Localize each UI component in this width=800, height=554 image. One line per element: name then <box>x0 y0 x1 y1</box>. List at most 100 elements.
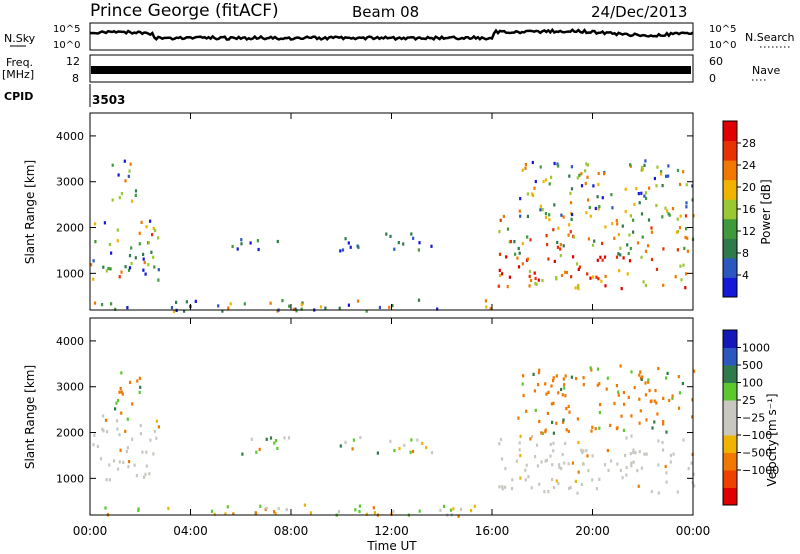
nsky-trace <box>89 27 694 42</box>
data-cell <box>277 506 280 511</box>
data-cell <box>624 187 627 191</box>
nsearch-tick-top: 10^5 <box>709 24 736 35</box>
data-cell <box>288 304 291 308</box>
data-cell <box>574 286 577 290</box>
data-cell <box>508 240 511 244</box>
data-cell <box>378 305 381 310</box>
data-cell <box>571 212 574 217</box>
data-cell <box>498 268 501 272</box>
data-cell <box>524 166 527 170</box>
data-cell <box>300 307 303 311</box>
data-cell <box>540 431 543 435</box>
data-cell <box>645 418 648 422</box>
data-cell <box>629 214 632 218</box>
data-cell <box>575 262 579 266</box>
power-colorbar-tick-label: 28 <box>742 137 756 150</box>
x-axis-label: Time UT <box>366 539 417 553</box>
data-cell <box>172 309 176 314</box>
data-cell <box>548 213 551 217</box>
data-cell <box>661 184 664 188</box>
data-cell <box>117 467 120 471</box>
data-cell <box>589 214 592 218</box>
power-colorbar-segment <box>723 277 737 298</box>
data-cell <box>416 438 419 442</box>
data-cell <box>232 512 235 516</box>
data-cell <box>563 386 566 390</box>
data-cell <box>287 436 291 440</box>
data-cell <box>551 478 554 482</box>
data-cell <box>656 412 659 416</box>
data-cell <box>606 448 609 453</box>
data-cell <box>518 441 521 445</box>
power-colorbar-segment <box>723 257 737 278</box>
data-cell <box>418 509 421 513</box>
data-cell <box>622 256 625 260</box>
data-cell <box>653 399 656 403</box>
data-cell <box>671 207 675 211</box>
data-cell <box>629 246 632 251</box>
data-cell <box>672 452 675 456</box>
data-cell <box>133 463 136 467</box>
data-cell <box>125 449 128 454</box>
data-cell <box>577 267 580 271</box>
data-cell <box>667 174 670 178</box>
data-cell <box>552 379 555 383</box>
data-cell <box>543 490 546 494</box>
data-cell <box>236 247 239 251</box>
data-cell <box>563 461 566 465</box>
data-cell <box>684 286 687 290</box>
data-cell <box>644 191 648 195</box>
data-cell <box>665 430 668 434</box>
data-cell <box>644 249 648 253</box>
data-cell <box>630 434 633 438</box>
data-cell <box>585 211 588 215</box>
data-cell <box>601 196 604 200</box>
data-cell <box>556 240 559 245</box>
velocity-colorbar-tick-label: −25 <box>742 412 765 425</box>
data-cell <box>504 485 507 489</box>
data-cell <box>611 206 614 210</box>
y-tick-label: 3000 <box>56 381 84 394</box>
data-cell <box>259 504 262 508</box>
data-cell <box>93 433 96 437</box>
data-cell <box>528 284 531 288</box>
nsky-tick-bottom: 10^0 <box>53 40 80 51</box>
power-colorbar-tick-label: 24 <box>742 159 756 172</box>
freq-label-2: [MHz] <box>2 68 34 81</box>
data-cell <box>647 218 651 222</box>
data-cell <box>544 430 547 434</box>
data-cell <box>555 374 558 378</box>
data-cell <box>344 237 347 241</box>
data-cell <box>547 257 550 261</box>
data-cell <box>541 208 544 212</box>
data-cell <box>562 244 565 248</box>
power-colorbar-label: Power [dB] <box>759 179 773 244</box>
velocity-panel <box>89 317 694 516</box>
data-cell <box>136 379 139 383</box>
data-cell <box>569 485 572 490</box>
data-cell <box>372 506 375 510</box>
data-cell <box>285 507 288 512</box>
power-colorbar: 28 24 20 16 12 8 4 <box>722 120 756 298</box>
data-cell <box>549 454 552 458</box>
data-cell <box>601 241 604 246</box>
data-cell <box>116 228 119 232</box>
data-cell <box>553 485 556 490</box>
data-cell <box>577 470 580 474</box>
data-cell <box>126 417 129 421</box>
data-cell <box>283 436 286 440</box>
data-cell <box>359 436 362 440</box>
data-cell <box>609 423 612 427</box>
data-cell <box>682 170 685 174</box>
data-cell <box>620 287 623 291</box>
data-cell <box>118 196 121 200</box>
data-cell <box>338 306 341 310</box>
data-cell <box>127 174 130 178</box>
data-cell <box>213 512 216 516</box>
data-cell <box>644 283 647 288</box>
data-cell <box>570 275 573 279</box>
data-cell <box>632 230 635 234</box>
x-tick-label: 16:00 <box>475 524 510 538</box>
data-cell <box>617 252 620 256</box>
data-cell <box>677 375 680 379</box>
